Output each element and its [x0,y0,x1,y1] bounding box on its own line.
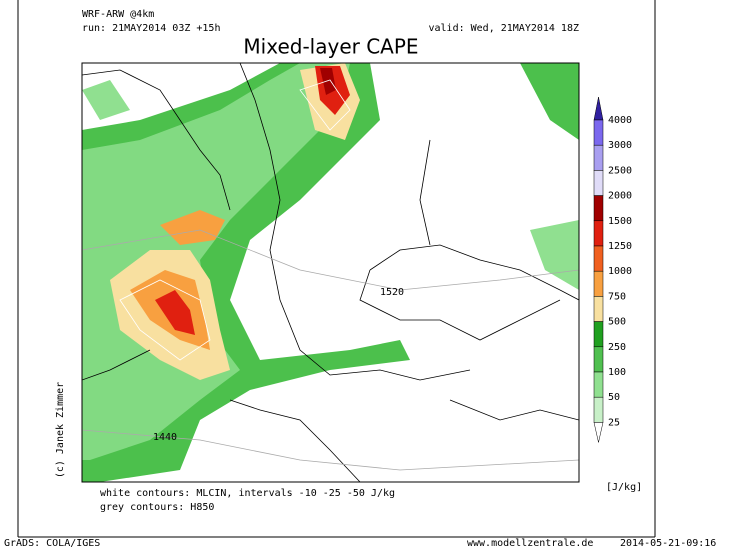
note: white contours: MLCIN, intervals -10 -25… [100,488,395,499]
colorbar-segment [593,195,604,222]
colorbar-label: 2000 [608,191,632,202]
colorbar-label: 1500 [608,216,632,227]
map-title: Mixed-layer CAPE [243,35,418,59]
colorbar-segment [593,245,604,272]
colorbar-segment [593,144,604,171]
colorbar-segment [593,396,604,423]
colorbar-label: 2500 [608,165,632,176]
cape-area [320,68,336,95]
note: grey contours: H850 [100,502,214,513]
map: 1520 1440 [81,62,580,483]
colorbar-unit: [J/kg] [606,482,642,493]
colorbar-label: 1000 [608,266,632,277]
colorbar-label: 250 [608,342,626,353]
cape-area [160,210,225,245]
colorbar-label: 500 [608,317,626,328]
cape-area [155,290,195,335]
model-label: WRF-ARW @4km [82,9,154,20]
colorbar-segment [593,371,604,398]
colorbar-segment [593,270,604,297]
colorbar-segment [593,296,604,322]
author-credit: (c) Janek Zimmer [55,382,66,478]
colorbar-segment [593,346,604,373]
colorbar-label: 25 [608,417,620,428]
colorbar-segment [593,170,604,196]
run-label: run: 21MAY2014 03Z +15h [82,23,220,34]
cape-area [82,63,350,460]
map-frame [81,62,580,483]
valid-label: valid: Wed, 21MAY2014 18Z [428,23,579,34]
colorbar-segment [593,119,604,146]
mlcin-contours [119,79,351,361]
timestamp: 2014-05-21-09:16 [620,538,716,549]
contour-label: 1520 [380,287,404,298]
colorbar: [J/kg] 4000 3000 2500 2000 1500 1250 1000 750 50… [593,96,642,493]
colorbar-label: 4000 [608,115,632,126]
colorbar-segment [593,321,604,348]
colorbar-label: 100 [608,367,626,378]
colorbar-label: 50 [608,392,620,403]
cape-area [520,63,579,140]
colorbar-label: 3000 [608,140,632,151]
borders [82,63,579,482]
colorbar-arrow [593,422,604,443]
colorbar-label: 1250 [608,241,632,252]
colorbar-label: 750 [608,291,626,302]
software-credit: GrADS: COLA/IGES [4,538,100,549]
cape-area [530,220,579,290]
colorbar-segment [593,220,604,247]
contour-label: 1440 [153,432,177,443]
h850-contours [82,229,579,471]
cape-area [82,80,130,120]
website: www.modellzentrale.de [467,538,593,549]
